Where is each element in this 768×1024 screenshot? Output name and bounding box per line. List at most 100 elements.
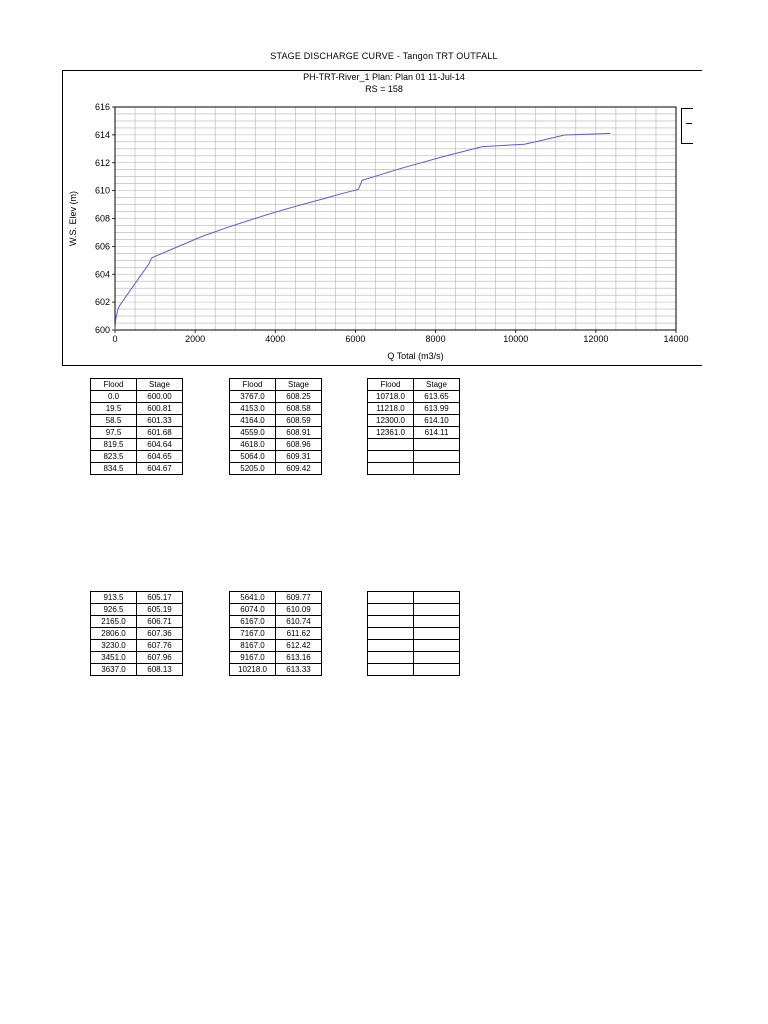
stage-cell: 614.10	[413, 414, 460, 427]
y-tick-label: 604	[95, 269, 110, 279]
table-row: 819.5 604.64	[90, 438, 183, 451]
stage-cell: 613.65	[413, 390, 460, 403]
table-row: 4618.0 608.96	[229, 438, 322, 451]
table-row: 3767.0 608.25	[229, 390, 322, 403]
flood-cell: 4164.0	[229, 414, 276, 427]
stage-cell: 600.81	[136, 402, 183, 415]
y-tick-label: 616	[95, 102, 110, 112]
table-row: 5641.0 609.77	[229, 591, 322, 604]
flood-cell: 3767.0	[229, 390, 276, 403]
table-row: 4559.0 608.91	[229, 426, 322, 439]
flood-cell	[367, 462, 414, 475]
stage-discharge-chart: 0 2000 4000 6000 8000 10000 12000 14000 600 602 60…	[68, 102, 689, 361]
flood-cell	[367, 450, 414, 463]
chart-frame	[62, 70, 702, 366]
flood-cell: 5064.0	[229, 450, 276, 463]
stage-cell	[413, 438, 460, 451]
table-row: 926.5 605.19	[90, 603, 183, 616]
table-row: 2165.0 606.71	[90, 615, 183, 628]
y-tick-label: 602	[95, 297, 110, 307]
stage-cell: 613.99	[413, 402, 460, 415]
table-row: 913.5 605.17	[90, 591, 183, 604]
stage-cell: 613.33	[275, 663, 322, 676]
stage-cell	[413, 663, 460, 676]
series-line	[114, 132, 611, 331]
table-row	[367, 615, 460, 628]
table-row: 3451.0 607.96	[90, 651, 183, 664]
stage-cell: 609.31	[275, 450, 322, 463]
flood-cell	[367, 603, 414, 616]
stage-cell: 610.74	[275, 615, 322, 628]
table-header-flood: Flood	[229, 378, 276, 391]
flood-cell	[367, 438, 414, 451]
flood-cell: 12361.0	[367, 426, 414, 439]
flood-cell: 5641.0	[229, 591, 276, 604]
stage-cell: 609.77	[275, 591, 322, 604]
flood-cell	[367, 639, 414, 652]
table-row	[367, 450, 460, 463]
stage-cell	[413, 627, 460, 640]
y-tick-label: 600	[95, 325, 110, 335]
flood-cell: 12300.0	[367, 414, 414, 427]
table-header-stage: Stage	[136, 378, 183, 391]
stage-cell	[413, 603, 460, 616]
table-row: 5205.0 609.42	[229, 462, 322, 475]
stage-cell: 604.64	[136, 438, 183, 451]
stage-cell	[413, 615, 460, 628]
table-row: 58.5 601.33	[90, 414, 183, 427]
table-row: 834.5 604.67	[90, 462, 183, 475]
flood-cell: 7167.0	[229, 627, 276, 640]
stage-cell	[413, 450, 460, 463]
flood-cell	[367, 627, 414, 640]
flood-cell: 97.5	[90, 426, 137, 439]
tick-labels: 0 2000 4000 6000 8000 10000 12000 14000 600 602 60…	[95, 102, 689, 344]
flood-cell: 58.5	[90, 414, 137, 427]
stage-cell	[413, 639, 460, 652]
stage-cell: 608.91	[275, 426, 322, 439]
table-row: 11218.0 613.99	[367, 402, 460, 415]
flood-cell: 3451.0	[90, 651, 137, 664]
table-row: 823.5 604.65	[90, 450, 183, 463]
table-row: 9167.0 613.16	[229, 651, 322, 664]
stage-cell	[413, 591, 460, 604]
flood-cell: 823.5	[90, 450, 137, 463]
x-tick-label: 2000	[185, 334, 205, 344]
y-tick-label: 612	[95, 158, 110, 168]
chart-subtitle-plan: PH-TRT-River_1 Plan: Plan 01 11-Jul-14	[303, 72, 465, 82]
flood-cell: 4618.0	[229, 438, 276, 451]
table-row: 97.5 601.68	[90, 426, 183, 439]
table-header-stage: Stage	[275, 378, 322, 391]
flood-cell: 6074.0	[229, 603, 276, 616]
stage-cell	[413, 651, 460, 664]
table-row	[367, 438, 460, 451]
x-tick-label: 14000	[663, 334, 688, 344]
flood-cell: 3637.0	[90, 663, 137, 676]
stage-cell: 611.62	[275, 627, 322, 640]
stage-cell: 608.13	[136, 663, 183, 676]
stage-cell: 608.58	[275, 402, 322, 415]
table-row: 0.0 600.00	[90, 390, 183, 403]
page-title: STAGE DISCHARGE CURVE - Tangon TRT OUTFA…	[270, 51, 498, 61]
flood-cell: 10718.0	[367, 390, 414, 403]
stage-cell	[413, 462, 460, 475]
table-row: 10718.0 613.65	[367, 390, 460, 403]
flood-cell: 834.5	[90, 462, 137, 475]
y-axis-label: W.S. Elev (m)	[68, 191, 78, 246]
table-row: 12361.0 614.11	[367, 426, 460, 439]
table-row: 5064.0 609.31	[229, 450, 322, 463]
flood-cell: 19.5	[90, 402, 137, 415]
flood-cell: 9167.0	[229, 651, 276, 664]
rating-table	[367, 591, 460, 676]
flood-cell	[367, 663, 414, 676]
stage-cell: 601.33	[136, 414, 183, 427]
table-row	[367, 462, 460, 475]
stage-cell: 601.68	[136, 426, 183, 439]
legend-box	[681, 108, 693, 144]
table-row	[367, 639, 460, 652]
table-header-stage: Stage	[413, 378, 460, 391]
chart-subtitle-rs: RS = 158	[365, 84, 403, 94]
flood-cell: 0.0	[90, 390, 137, 403]
stage-cell: 600.00	[136, 390, 183, 403]
flood-cell: 2165.0	[90, 615, 137, 628]
stage-cell: 604.65	[136, 450, 183, 463]
